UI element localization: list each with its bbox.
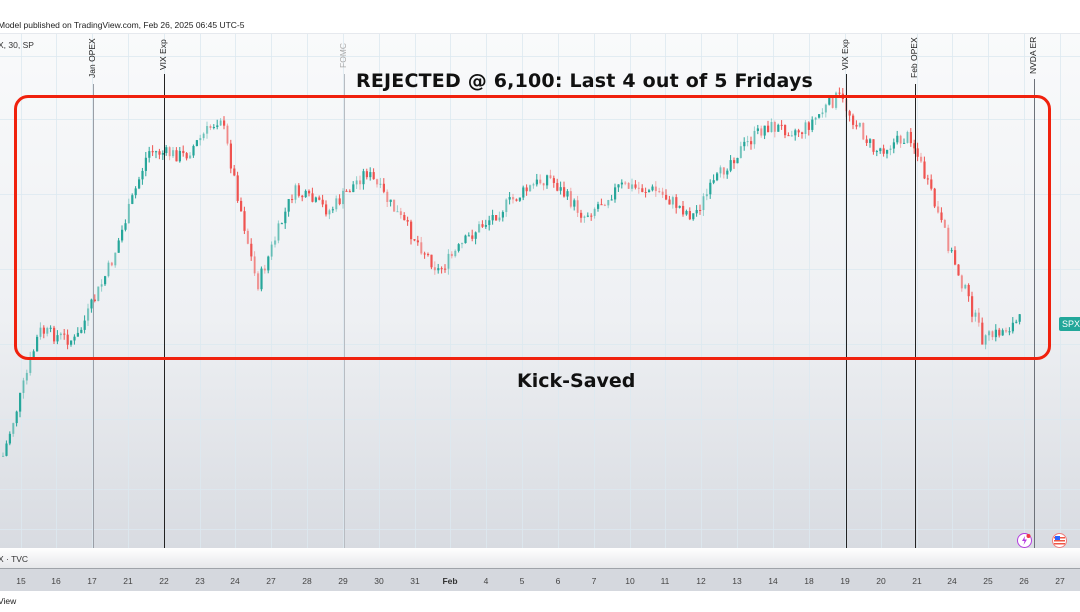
time-axis-tick: 10 <box>625 576 635 586</box>
event-label-fomc: FOMC <box>338 42 348 68</box>
time-axis-tick: 14 <box>768 576 778 586</box>
time-axis-tick: 27 <box>266 576 276 586</box>
symbol-info: X, 30, SP <box>0 40 34 50</box>
time-axis-tick: 24 <box>230 576 240 586</box>
event-label-feb-opex: Feb OPEX <box>909 37 919 78</box>
earnings-event-icon[interactable] <box>1017 533 1032 548</box>
time-axis-tick: 11 <box>660 576 670 586</box>
time-axis-tick: 29 <box>338 576 348 586</box>
chart-pane[interactable]: X, 30, SP Jan OPEX VIX Exp FOMC VIX Exp … <box>0 33 1080 549</box>
time-axis-tick: 20 <box>876 576 886 586</box>
time-axis[interactable]: 15 16 17 21 22 23 24 27 28 29 30 31 Feb 4 5 6 7 10 11 12 13 1… <box>0 569 1080 591</box>
event-line-nvda-er <box>1034 79 1035 549</box>
time-axis-tick: 21 <box>912 576 922 586</box>
time-axis-tick: 24 <box>947 576 957 586</box>
time-axis-tick: 25 <box>983 576 993 586</box>
chart-title-annotation: REJECTED @ 6,100: Last 4 out of 5 Friday… <box>356 70 814 92</box>
time-axis-tick: 18 <box>804 576 814 586</box>
time-axis-tick: 16 <box>51 576 61 586</box>
series-legend: X · TVC <box>0 548 1080 569</box>
kick-saved-annotation: Kick-Saved <box>517 370 636 392</box>
event-line-vix-exp-jan <box>164 74 165 549</box>
published-note: Model published on TradingView.com, Feb … <box>0 20 245 30</box>
time-axis-tick: 26 <box>1019 576 1029 586</box>
time-axis-tick: 31 <box>410 576 420 586</box>
event-label-jan-opex: Jan OPEX <box>87 38 97 78</box>
time-axis-tick: 7 <box>591 576 597 586</box>
event-line-vix-exp-feb <box>846 74 847 549</box>
time-axis-tick: 30 <box>374 576 384 586</box>
time-axis-tick: 23 <box>195 576 205 586</box>
time-axis-tick: 13 <box>732 576 742 586</box>
price-scale-label: SPX <box>1059 317 1080 331</box>
time-axis-tick: 4 <box>483 576 489 586</box>
time-axis-tick: 19 <box>840 576 850 586</box>
footer-brand: View <box>0 596 17 606</box>
time-axis-tick: 22 <box>159 576 169 586</box>
time-axis-tick: 28 <box>302 576 312 586</box>
resistance-range-box[interactable] <box>14 95 1051 360</box>
time-axis-tick: 15 <box>16 576 26 586</box>
time-axis-tick: 21 <box>123 576 133 586</box>
candlestick-series <box>2 87 1021 457</box>
time-axis-tick: 12 <box>696 576 706 586</box>
time-axis-tick: 5 <box>519 576 525 586</box>
us-flag-economic-event-icon[interactable] <box>1052 533 1067 548</box>
event-label-nvda-er: NVDA ER <box>1028 36 1038 74</box>
event-line-jan-opex <box>93 84 94 549</box>
time-axis-tick: 17 <box>87 576 97 586</box>
event-line-feb-opex <box>915 84 916 549</box>
event-label-vix-exp-feb: VIX Exp <box>840 39 850 70</box>
event-line-fomc <box>344 74 345 549</box>
time-axis-tick: 27 <box>1055 576 1065 586</box>
time-axis-tick: Feb <box>442 576 458 586</box>
event-label-vix-exp-jan: VIX Exp <box>158 39 168 70</box>
time-axis-tick: 6 <box>555 576 561 586</box>
